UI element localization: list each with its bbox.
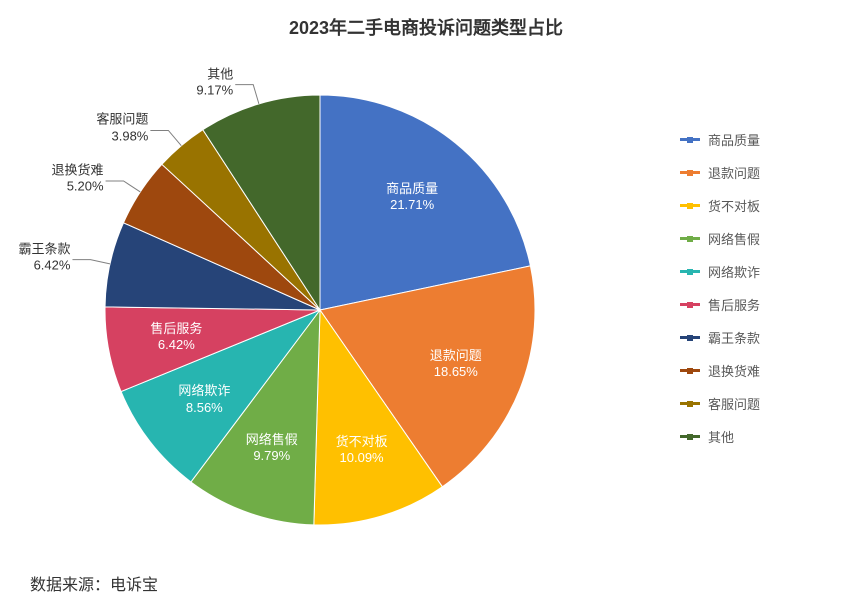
source-value: 电诉宝 [110, 577, 158, 594]
legend-item: 网络欺诈 [680, 262, 760, 281]
slice-pct: 9.79% [246, 448, 298, 464]
slice-pct: 21.71% [386, 197, 438, 213]
leader-line [72, 260, 110, 264]
slice-name: 退款问题 [430, 348, 482, 364]
slice-name: 客服问题 [96, 112, 148, 128]
legend-marker [680, 336, 700, 339]
legend-marker [680, 435, 700, 438]
slice-pct: 6.42% [150, 337, 202, 353]
slice-label: 退款问题18.65% [430, 348, 482, 381]
slice-name: 网络欺诈 [178, 383, 230, 399]
legend-label: 客服问题 [708, 394, 760, 413]
slice-pct: 5.20% [52, 179, 104, 195]
slice-pct: 6.42% [18, 257, 70, 273]
slice-label: 售后服务6.42% [150, 321, 202, 354]
legend-label: 商品质量 [708, 130, 760, 149]
slice-label: 商品质量21.71% [386, 180, 438, 213]
slice-label: 货不对板10.09% [336, 434, 388, 467]
legend-label: 霸王条款 [708, 328, 760, 347]
legend-item: 客服问题 [680, 394, 760, 413]
slice-name: 商品质量 [386, 180, 438, 196]
legend-marker [680, 270, 700, 273]
slice-name: 退换货难 [52, 162, 104, 178]
legend-label: 货不对板 [708, 196, 760, 215]
slice-name: 货不对板 [336, 434, 388, 450]
legend-item: 网络售假 [680, 229, 760, 248]
slice-pct: 8.56% [178, 399, 230, 415]
chart-container: { "title": "2023年二手电商投诉问题类型占比", "title_f… [0, 0, 852, 611]
leader-line [235, 85, 259, 104]
slice-name: 霸王条款 [18, 241, 70, 257]
slice-callout: 退换货难5.20% [52, 162, 104, 195]
legend-label: 退款问题 [708, 163, 760, 182]
slice-pct: 10.09% [336, 450, 388, 466]
slice-name: 网络售假 [246, 432, 298, 448]
legend-marker [680, 303, 700, 306]
slice-pct: 3.98% [96, 128, 148, 144]
legend-marker [680, 138, 700, 141]
data-source: 数据来源：电诉宝 [30, 571, 158, 595]
legend-marker [680, 204, 700, 207]
legend-item: 货不对板 [680, 196, 760, 215]
legend-label: 退换货难 [708, 361, 760, 380]
slice-callout: 客服问题3.98% [96, 112, 148, 145]
legend-label: 网络售假 [708, 229, 760, 248]
legend-item: 退换货难 [680, 361, 760, 380]
slice-label: 网络欺诈8.56% [178, 383, 230, 416]
legend-label: 网络欺诈 [708, 262, 760, 281]
legend-item: 售后服务 [680, 295, 760, 314]
leader-line [150, 130, 181, 145]
legend-marker [680, 369, 700, 372]
legend-item: 商品质量 [680, 130, 760, 149]
slice-pct: 9.17% [196, 82, 233, 98]
legend-marker [680, 237, 700, 240]
legend-marker [680, 402, 700, 405]
slice-callout: 霸王条款6.42% [18, 241, 70, 274]
legend-item: 其他 [680, 427, 760, 446]
legend-label: 售后服务 [708, 295, 760, 314]
legend-item: 霸王条款 [680, 328, 760, 347]
legend-item: 退款问题 [680, 163, 760, 182]
slice-name: 售后服务 [150, 321, 202, 337]
legend-label: 其他 [708, 427, 734, 446]
source-label: 数据来源： [30, 577, 110, 594]
slice-label: 网络售假9.79% [246, 432, 298, 465]
slice-callout: 其他9.17% [196, 66, 233, 99]
legend: 商品质量退款问题货不对板网络售假网络欺诈售后服务霸王条款退换货难客服问题其他 [680, 130, 760, 460]
leader-line [106, 181, 141, 192]
slice-name: 其他 [196, 66, 233, 82]
legend-marker [680, 171, 700, 174]
slice-pct: 18.65% [430, 364, 482, 380]
